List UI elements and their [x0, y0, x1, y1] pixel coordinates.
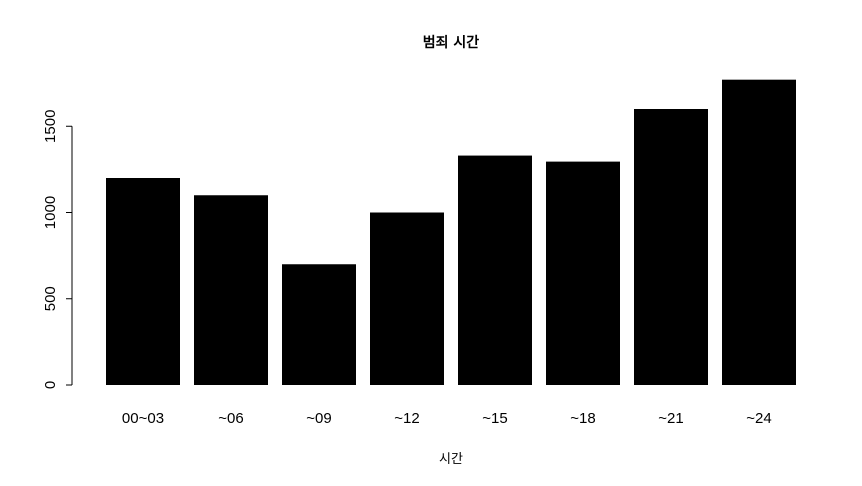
bar-5: [458, 155, 532, 385]
bar-8: [722, 79, 796, 386]
bar-1: [106, 178, 180, 385]
chart-title: 범죄 시간: [423, 34, 480, 51]
x-tick-label-8: ~24: [746, 410, 771, 427]
bar-4: [370, 212, 444, 385]
bar-6: [546, 161, 620, 385]
x-tick-label-6: ~18: [570, 410, 595, 427]
x-tick-label-2: ~06: [218, 410, 243, 427]
x-tick-label-5: ~15: [482, 410, 507, 427]
x-axis-label: 시간: [439, 452, 463, 467]
y-tick-label-1: 0: [42, 381, 59, 389]
x-tick-label-1: 00~03: [122, 410, 164, 427]
bar-2: [194, 195, 268, 385]
x-tick-label-7: ~21: [658, 410, 683, 427]
x-tick-labels: 00~03 ~06 ~09 ~12 ~15 ~18 ~21 ~24: [122, 410, 772, 427]
x-tick-label-4: ~12: [394, 410, 419, 427]
y-tick-label-4: 1500: [42, 110, 59, 143]
bars-group: [106, 79, 796, 386]
y-tick-label-2: 500: [42, 286, 59, 311]
bar-7: [634, 109, 708, 385]
y-axis: 0 500 1000 1500: [42, 110, 73, 389]
y-tick-label-3: 1000: [42, 196, 59, 229]
x-tick-label-3: ~09: [306, 410, 331, 427]
bar-3: [282, 264, 356, 385]
